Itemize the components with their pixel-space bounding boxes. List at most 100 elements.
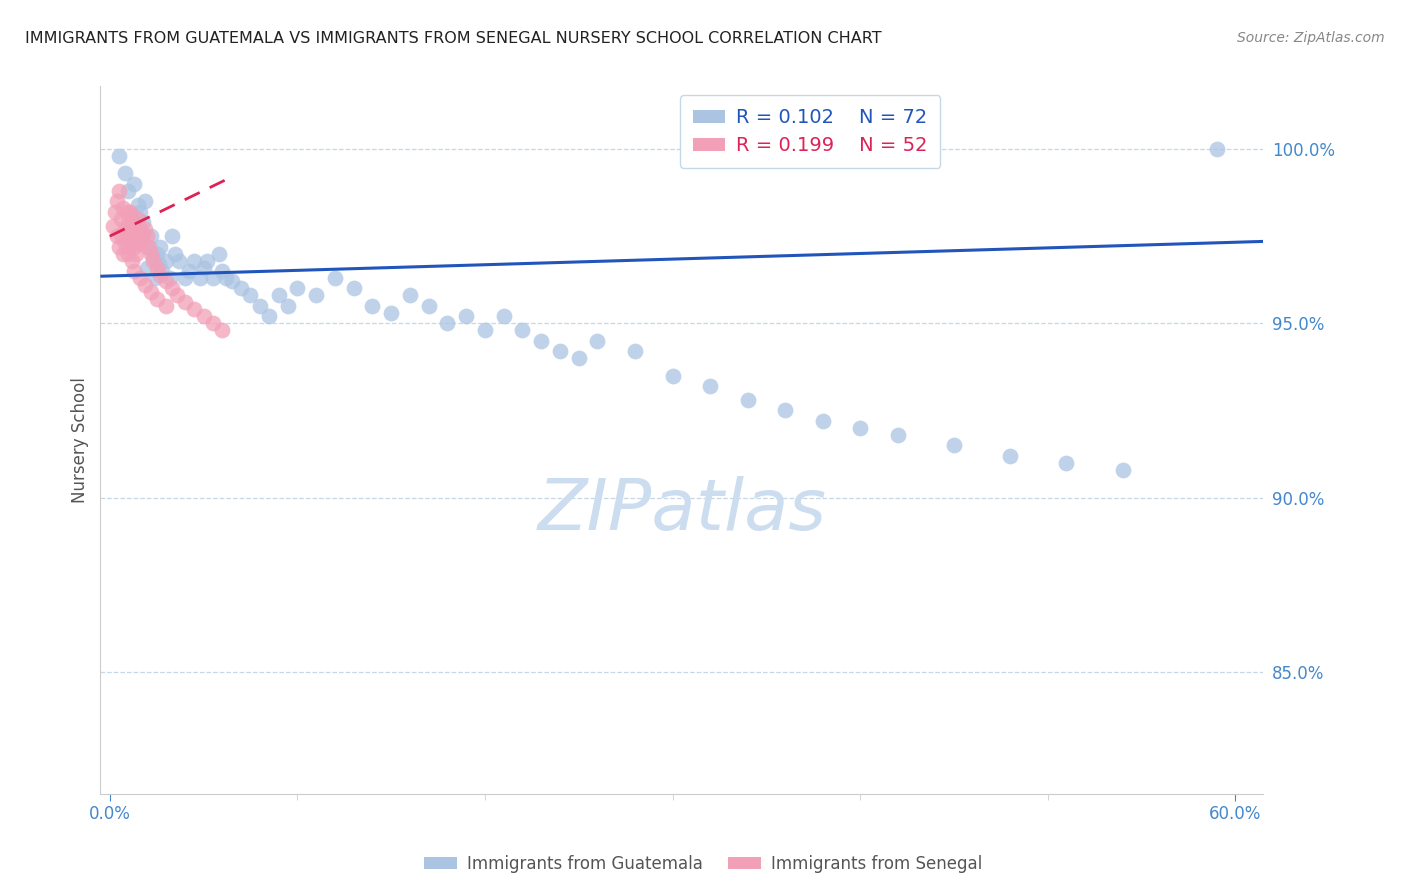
Point [114,236,136,251]
Point [114,166,136,180]
Point [121,236,143,251]
Point [811,414,834,428]
Point [512,323,534,337]
Point [145,246,167,260]
Point [942,438,965,452]
Point [125,226,148,240]
Point [127,198,149,212]
Point [110,229,132,244]
Point [122,177,145,191]
Point [122,219,145,233]
Point [167,253,190,268]
Point [342,281,364,295]
Point [150,264,173,278]
Point [132,236,155,251]
Point [221,275,243,289]
Point [120,204,142,219]
Point [127,222,149,236]
Text: IMMIGRANTS FROM GUATEMALA VS IMMIGRANTS FROM SENEGAL NURSERY SCHOOL CORRELATION : IMMIGRANTS FROM GUATEMALA VS IMMIGRANTS … [25,31,882,46]
Point [145,260,167,275]
Point [127,211,149,226]
Point [136,260,159,275]
Point [122,240,145,254]
Point [159,271,181,285]
Point [193,260,215,275]
Point [173,295,195,310]
Point [183,302,205,317]
Point [160,281,183,295]
Y-axis label: Nursery School: Nursery School [72,377,89,503]
Point [128,204,150,219]
Text: ZIPatlas: ZIPatlas [537,476,827,545]
Point [128,271,150,285]
Point [173,271,195,285]
Point [115,204,138,219]
Point [142,253,165,268]
Point [139,285,162,299]
Point [148,257,170,271]
Point [136,229,159,244]
Point [249,299,271,313]
Legend: Immigrants from Guatemala, Immigrants from Senegal: Immigrants from Guatemala, Immigrants fr… [418,848,988,880]
Point [128,222,150,236]
Point [108,240,131,254]
Point [305,288,328,302]
Point [165,246,187,260]
Point [125,246,148,260]
Point [277,299,299,313]
Point [257,310,280,324]
Point [142,250,165,264]
Point [267,288,290,302]
Point [114,222,136,236]
Point [155,299,177,313]
Point [115,226,138,240]
Point [323,271,346,285]
Point [399,288,422,302]
Point [586,334,609,348]
Point [211,264,233,278]
Point [207,246,229,260]
Point [121,211,143,226]
Point [201,316,224,330]
Point [134,194,156,209]
Point [737,392,759,407]
Point [110,211,132,226]
Text: Source: ZipAtlas.com: Source: ZipAtlas.com [1237,31,1385,45]
Point [548,344,571,359]
Point [117,246,139,260]
Point [773,403,796,417]
Point [131,229,153,244]
Point [568,351,591,365]
Point [418,299,440,313]
Point [104,204,127,219]
Point [155,253,177,268]
Point [624,344,647,359]
Point [285,281,308,295]
Point [886,427,908,442]
Point [195,253,218,268]
Point [661,368,683,383]
Point [155,275,177,289]
Point [229,281,252,295]
Point [111,202,134,216]
Point [117,215,139,229]
Point [149,240,172,254]
Point [105,194,128,209]
Point [456,310,478,324]
Point [139,246,162,260]
Point [998,449,1021,463]
Point [160,229,183,244]
Point [108,184,131,198]
Point [849,421,872,435]
Point [120,229,142,244]
Point [1056,456,1078,470]
Point [111,246,134,260]
Point [177,264,200,278]
Point [474,323,496,337]
Point [436,316,458,330]
Point [122,264,145,278]
Point [1205,142,1227,156]
Point [201,271,224,285]
Point [138,240,160,254]
Point [121,253,143,268]
